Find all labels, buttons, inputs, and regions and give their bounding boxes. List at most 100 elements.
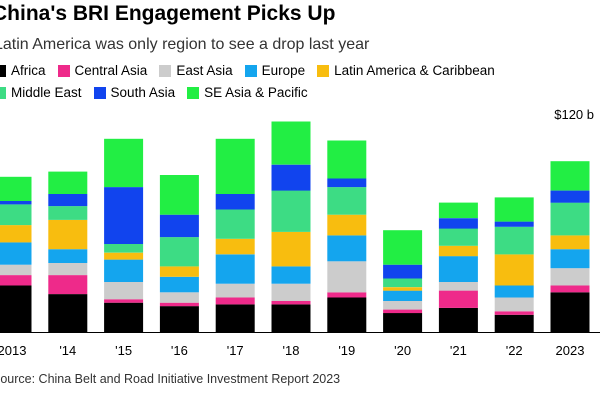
x-tick-label: '22 xyxy=(506,343,523,358)
bar-segment xyxy=(438,282,478,291)
bar-segment xyxy=(327,261,367,293)
bar-segment xyxy=(0,285,32,332)
x-tick-label: '15 xyxy=(115,343,132,358)
bar-segment xyxy=(383,313,423,332)
legend-label: Africa xyxy=(11,63,46,78)
x-tick-label: '17 xyxy=(227,343,244,358)
bar-segment xyxy=(159,292,199,303)
bar-segment xyxy=(104,138,144,188)
bar-segment xyxy=(271,283,311,301)
bar-segment xyxy=(215,304,255,332)
bar-segment xyxy=(550,202,590,236)
bar-segment xyxy=(0,264,32,276)
chart-title: China's BRI Engagement Picks Up xyxy=(0,2,336,25)
bar-segment xyxy=(383,264,423,279)
bar-segment xyxy=(159,276,199,293)
bar-segment xyxy=(494,197,534,222)
legend-swatch xyxy=(0,86,6,99)
source-note: Source: China Belt and Road Initiative I… xyxy=(0,372,341,386)
x-tick-label: '14 xyxy=(59,343,76,358)
bar-segment xyxy=(438,245,478,257)
bar-segment xyxy=(215,138,255,194)
legend-item: Latin America & Caribbean xyxy=(317,63,495,78)
bar-segment xyxy=(215,194,255,210)
bar-segment xyxy=(327,178,367,188)
bar-segment xyxy=(327,140,367,179)
bar-segment xyxy=(159,306,199,332)
bar-segment xyxy=(383,230,423,265)
bar-segment xyxy=(438,256,478,282)
bar-segment xyxy=(438,218,478,229)
bar-segment xyxy=(271,300,311,305)
legend-item: Central Asia xyxy=(57,63,147,78)
bar-segment xyxy=(271,164,311,191)
bar-segment xyxy=(327,292,367,298)
legend-item: Middle East xyxy=(0,85,82,100)
x-tick-label: '21 xyxy=(450,343,467,358)
bar-segment xyxy=(159,237,199,267)
legend-item: Africa xyxy=(0,63,46,78)
bar-segment xyxy=(550,235,590,250)
y-axis-max-label: $120 b xyxy=(554,107,594,122)
bar-segment xyxy=(383,278,423,288)
bar-segment xyxy=(215,209,255,239)
bar-segment xyxy=(550,285,590,293)
legend-label: East Asia xyxy=(176,63,233,78)
legend-label: Latin America & Caribbean xyxy=(334,63,495,78)
legend-item: SE Asia & Pacific xyxy=(187,85,308,100)
bar-segment xyxy=(550,190,590,203)
legend-label: Europe xyxy=(261,63,306,78)
legend-label: Middle East xyxy=(11,85,82,100)
bar-segment xyxy=(104,302,144,332)
bar-segment xyxy=(438,290,478,308)
bar-segment xyxy=(271,266,311,284)
bar-segment xyxy=(494,314,534,333)
bar-segment xyxy=(550,268,590,286)
x-tick-label: 2023 xyxy=(556,343,585,358)
bar-segment xyxy=(215,254,255,284)
bar-segment xyxy=(48,194,88,207)
bar-segment xyxy=(494,311,534,315)
bar-segment xyxy=(271,121,311,165)
bar-segment xyxy=(104,244,144,253)
bar-segment xyxy=(271,304,311,332)
bar-segment xyxy=(215,297,255,305)
x-tick-label: '16 xyxy=(171,343,188,358)
bar-segment xyxy=(159,266,199,277)
bar-segment xyxy=(383,309,423,314)
bar-segment xyxy=(494,285,534,298)
bar-segment xyxy=(327,214,367,236)
legend-row: Middle East South Asia SE Asia & Pacific xyxy=(0,85,320,100)
bar-segment xyxy=(271,231,311,267)
bar-segment xyxy=(48,275,88,295)
bar-segment xyxy=(494,297,534,312)
chart-subtitle: Latin America was only region to see a d… xyxy=(0,36,370,53)
bar-segment xyxy=(383,287,423,291)
bar-segment xyxy=(159,214,199,238)
bar-segment xyxy=(494,254,534,286)
bar-segment xyxy=(0,176,32,201)
bar-segment xyxy=(494,226,534,255)
legend-item: Europe xyxy=(244,63,306,78)
legend-swatch xyxy=(159,64,172,77)
x-tick-label: '18 xyxy=(283,343,300,358)
bar-segment xyxy=(438,228,478,246)
legend-item: East Asia xyxy=(159,63,233,78)
bar-segment xyxy=(327,235,367,262)
bar-segment xyxy=(48,171,88,194)
bar-segment xyxy=(327,187,367,215)
bar-segment xyxy=(438,202,478,219)
bar-segment xyxy=(550,161,590,191)
bar-segment xyxy=(215,283,255,298)
legend-swatch xyxy=(57,64,70,77)
bar-segment xyxy=(0,275,32,286)
x-tick-label: '19 xyxy=(338,343,355,358)
bar-segment xyxy=(0,200,32,205)
legend-label: South Asia xyxy=(110,85,176,100)
bar-segment xyxy=(159,302,199,307)
legend-row: Africa Central Asia East Asia Europe Latin A… xyxy=(0,63,507,78)
bar-segment xyxy=(48,263,88,276)
bar-segment xyxy=(0,225,32,243)
bar-segment xyxy=(550,249,590,269)
